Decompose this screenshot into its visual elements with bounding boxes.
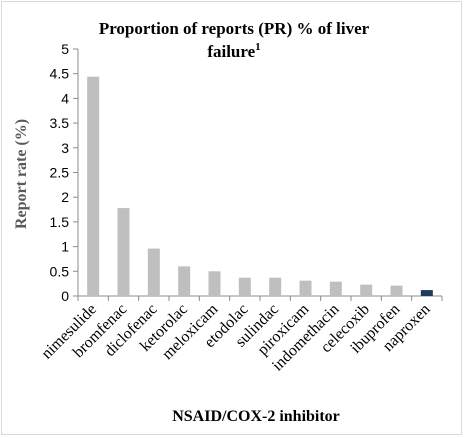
bar-sulindac bbox=[269, 277, 282, 296]
y-tick-label: 2.5 bbox=[50, 165, 70, 181]
bar-meloxicam bbox=[208, 271, 221, 296]
bar-indomethacin bbox=[329, 281, 342, 296]
y-tick-label: 4.5 bbox=[50, 66, 70, 82]
y-tick-label: 3 bbox=[61, 140, 69, 156]
bar-naproxen bbox=[420, 290, 433, 296]
y-tick-label: 3.5 bbox=[50, 115, 70, 131]
y-tick-label: 1.5 bbox=[50, 214, 70, 230]
y-tick-label: 4 bbox=[61, 90, 69, 106]
x-axis-title: NSAID/COX-2 inhibitor bbox=[172, 408, 340, 425]
chart-title-line2-text: failure bbox=[207, 42, 255, 61]
bar-ketorolac bbox=[178, 266, 191, 296]
chart-title-line1: Proportion of reports (PR) % of liver bbox=[99, 19, 370, 38]
bar-bromfenac bbox=[117, 208, 130, 296]
bar-diclofenac bbox=[147, 248, 160, 296]
bar-celecoxib bbox=[360, 284, 373, 296]
y-tick-label: 5 bbox=[61, 41, 69, 57]
bar-ibuprofen bbox=[390, 285, 403, 296]
bar-nimesulide bbox=[87, 76, 100, 296]
chart-title: Proportion of reports (PR) % of liver fa… bbox=[99, 19, 370, 61]
plot-area: 00.511.522.533.544.55nimesulidebromfenac… bbox=[38, 41, 443, 374]
bar-piroxicam bbox=[299, 280, 312, 296]
chart-title-line2: failure1 bbox=[207, 41, 260, 61]
bar-etodolac bbox=[238, 277, 251, 296]
y-tick-label: 0 bbox=[61, 288, 69, 304]
y-tick-label: 0.5 bbox=[50, 263, 70, 279]
y-tick-label: 1 bbox=[61, 239, 69, 255]
y-axis-title: Report rate (%) bbox=[13, 119, 30, 229]
chart-title-superscript: 1 bbox=[255, 41, 261, 53]
y-tick-label: 2 bbox=[61, 189, 69, 205]
